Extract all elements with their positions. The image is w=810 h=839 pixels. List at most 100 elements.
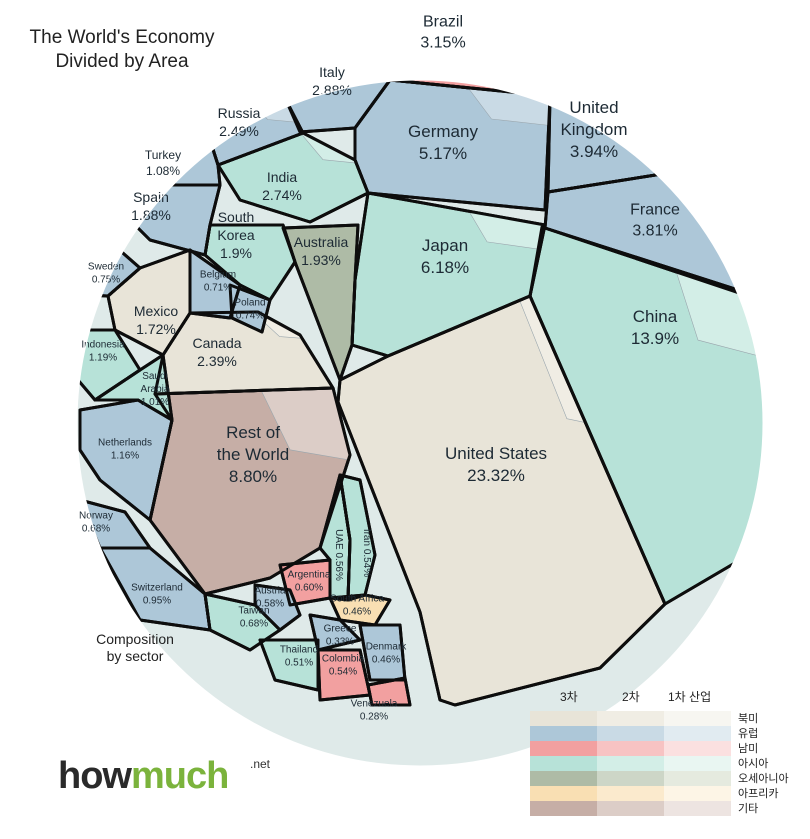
label-belgium: Belgium 0.71% [200,270,236,294]
label-thailand: Thailand 0.51% [280,645,318,669]
legend-swatch-3-1 [597,756,664,771]
label-line-germany-0: Germany [408,122,478,141]
cell-secondary-united-kingdom [631,80,700,99]
legend-swatch-5-1 [597,786,664,801]
legend-swatch-1-2 [664,726,731,741]
cell-secondary-italy [340,42,390,74]
legend-swatch-4-0 [530,771,597,786]
cell-border-belgium [188,248,242,320]
label-line-rest-of-the-world-2: 8.80% [229,467,277,486]
legend-label-4: 오세아니아 [738,773,789,785]
legend-swatch-2-2 [664,741,731,756]
label-taiwan: Taiwan 0.68% [238,606,269,630]
label-line-united-states-0: United States [445,444,547,463]
label-line-rest-of-the-world-0: Rest of [226,423,280,442]
label-poland: Poland 0.74% [234,298,265,322]
label-line-south-korea-0: South [218,209,255,225]
label-line-belgium-1: 0.71% [204,283,232,294]
label-rest-of-the-world: Rest of the World 8.80% [217,423,289,486]
label-germany: Germany 5.17% [408,122,478,163]
label-line-south-africa-0: South Africa [330,594,384,605]
label-line-rest-of-the-world-1: the World [217,445,289,464]
label-line-norway-0: Norway [79,511,113,522]
chart-title-line2: Divided by Area [55,51,189,72]
label-line-united-kingdom-0: United [569,98,618,117]
label-indonesia: Indonesia 1.19% [81,340,125,364]
label-japan: Japan 6.18% [421,236,469,277]
legend-label-2: 남미 [738,743,759,755]
legend-swatch-3-2 [664,756,731,771]
label-line-saudi-arabia-2: 1.01% [141,397,169,408]
cell-border-greece [308,613,362,652]
label-line-australia-0: Australia [294,234,349,250]
label-canada: Canada 2.39% [192,335,241,369]
label-line-switzerland-1: 0.95% [143,596,171,607]
legend-swatch-4-1 [597,771,664,786]
label-line-poland-0: Poland [234,298,265,309]
label-greece: Greece 0.33% [324,624,357,648]
label-line-thailand-0: Thailand [280,645,318,656]
label-austria: Austria 0.58% [254,586,286,610]
cell-secondary-rest-of-the-world [259,388,350,461]
label-line-venezuela-1: 0.28% [360,712,388,723]
label-line-spain-1: 1.88% [131,207,171,223]
label-line-turkey-1: 1.08% [146,164,180,178]
label-line-indonesia-0: Indonesia [81,340,125,351]
label-denmark: Denmark 0.46% [366,642,408,666]
sector-caption-line1: Composition [96,631,174,647]
label-south-africa: South Africa 0.46% [330,594,384,618]
label-line-south-africa-1: 0.46% [343,607,371,618]
label-switzerland: Switzerland 0.95% [131,583,183,607]
label-line-taiwan-1: 0.68% [240,619,268,630]
label-line-saudi-arabia-1: Arabia [141,384,170,395]
label-brazil: Brazil 3.15% [420,14,465,52]
label-south-korea: South Korea 1.9% [217,209,255,261]
cell-border-south-africa [328,593,392,627]
label-line-russia-0: Russia [218,105,261,121]
label-line-poland-1: 0.74% [236,311,264,322]
label-line-denmark-0: Denmark [366,642,408,653]
legend-label-1: 유럽 [738,728,759,740]
legend-swatch-0-0 [530,711,597,726]
logo-much: much [130,755,229,797]
label-line-australia-1: 1.93% [301,252,341,268]
cell-turkey [121,138,222,187]
label-line-sweden-1: 0.75% [92,275,120,286]
legend-swatch-6-0 [530,801,597,816]
label-line-united-kingdom-2: 3.94% [570,142,618,161]
label-line-mexico-0: Mexico [134,303,179,319]
label-united-kingdom: United Kingdom 3.94% [560,98,627,161]
legend-header-primary: 1차 산업 [668,690,712,704]
label-line-argentina-0: Argentina [288,570,331,581]
label-line-indonesia-1: 1.19% [89,353,117,364]
cell-border-china [528,225,763,606]
label-line-france-1: 3.81% [632,222,677,239]
label-spain: Spain 1.88% [131,189,171,223]
label-line-brazil-1: 3.15% [420,34,465,51]
label-line-canada-1: 2.39% [197,353,237,369]
label-india: India 2.74% [262,169,302,203]
label-line-saudi-arabia-0: Saudi [142,371,168,382]
legend-swatch-2-1 [597,741,664,756]
cell-border-poland [228,283,272,334]
label-line-venezuela-0: Venezuela [351,699,398,710]
cell-border-saudi-arabia [93,353,174,422]
label-line-greece-0: Greece [324,624,357,635]
legend-swatch-2-0 [530,741,597,756]
sector-caption: Composition by sector [80,631,190,665]
label-line-france-0: France [630,202,680,219]
cell-border-austria [253,583,302,632]
label-line-greece-1: 0.33% [326,637,354,648]
label-line-switzerland-0: Switzerland [131,583,183,594]
label-line-south-korea-1: Korea [217,227,255,243]
legend-swatch-6-2 [664,801,731,816]
label-sweden: Sweden 0.75% [88,262,124,286]
label-iran: Iran 0.54% [361,529,372,577]
label-line-spain-0: Spain [133,189,169,205]
legend-swatch-1-0 [530,726,597,741]
label-line-taiwan-0: Taiwan [238,606,269,617]
label-mexico: Mexico 1.72% [134,303,179,337]
label-line-japan-0: Japan [422,236,468,255]
